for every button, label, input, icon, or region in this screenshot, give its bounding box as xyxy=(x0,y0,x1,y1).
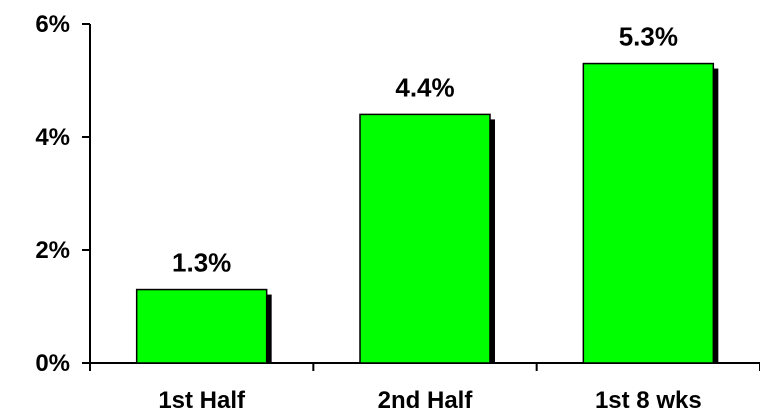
y-tick-label: 6% xyxy=(35,11,70,38)
y-tick-label: 2% xyxy=(35,237,70,264)
x-axis: 1st Half 2nd Half 1st 8 wks xyxy=(89,362,760,414)
bar xyxy=(135,288,268,364)
y-tick-label: 4% xyxy=(35,124,70,151)
x-category-label: 1st Half xyxy=(158,387,246,414)
data-labels: 1.3% 4.4% 5.3% xyxy=(172,22,678,278)
data-label: 5.3% xyxy=(619,22,678,52)
bars xyxy=(135,62,719,364)
data-label: 1.3% xyxy=(172,248,231,278)
y-axis: 0% 2% 4% 6% xyxy=(35,11,91,377)
bar xyxy=(359,113,491,364)
bar xyxy=(582,62,715,364)
data-label: 4.4% xyxy=(395,72,454,102)
x-category-label: 2nd Half xyxy=(378,387,474,414)
y-tick-label: 0% xyxy=(35,350,70,377)
x-category-label: 1st 8 wks xyxy=(595,387,702,414)
